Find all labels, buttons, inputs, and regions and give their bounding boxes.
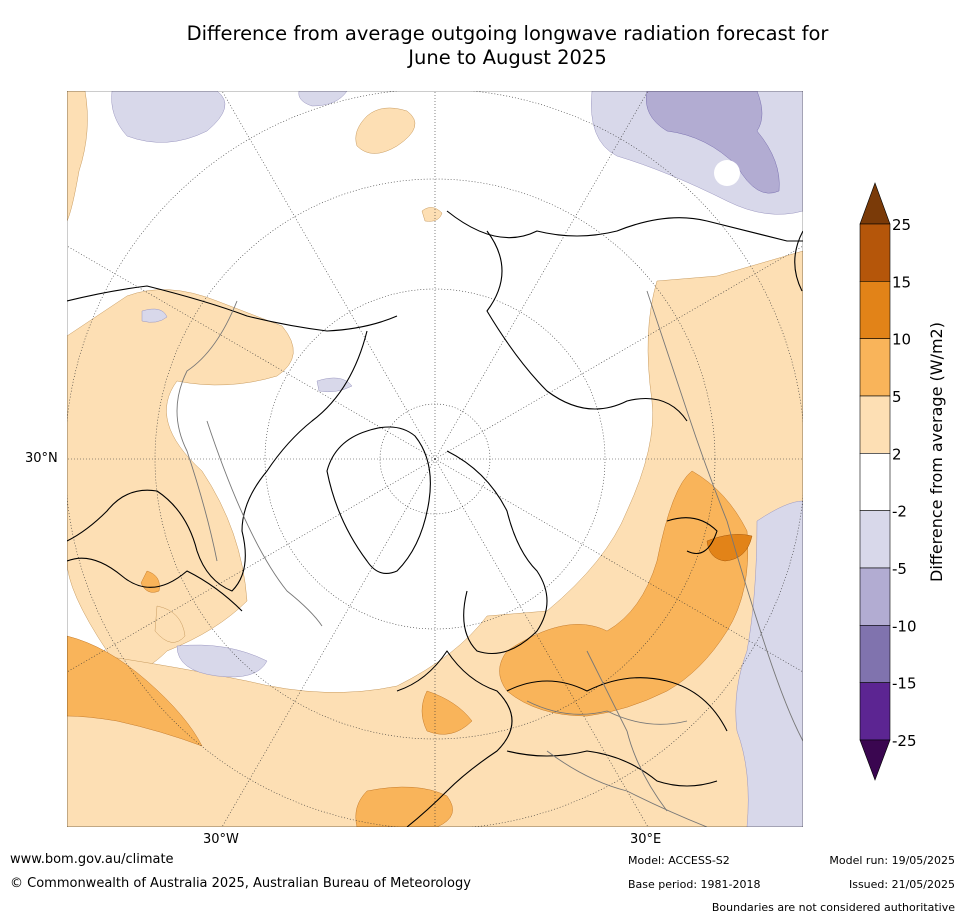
colorbar-tick-label: 10 xyxy=(892,331,911,349)
colorbar: 25 15 10 5 2 -2 -5 -10 -15 -25 Difference from av… xyxy=(859,182,946,781)
colorbar-cell xyxy=(859,510,891,569)
graticule xyxy=(67,91,803,827)
borders xyxy=(176,290,803,827)
colorbar-tick-label: 5 xyxy=(892,388,902,406)
colorbar-cell xyxy=(859,281,891,339)
colorbar-cell xyxy=(859,567,891,626)
anomaly-minus-5-to-minus-10 xyxy=(645,91,780,194)
colorbar-tick-label: -15 xyxy=(892,675,917,693)
lon-label-30w: 30°W xyxy=(203,832,239,847)
colorbar-extend-top xyxy=(859,182,891,225)
lon-label-30e: 30°E xyxy=(630,832,662,847)
colorbar-tick-label: 2 xyxy=(892,445,902,463)
colorbar-tick-label: -5 xyxy=(892,560,907,578)
colorbar-cell xyxy=(859,682,891,741)
footer-model-run: Model run: 19/05/2025 xyxy=(829,854,955,867)
title-line-2: June to August 2025 xyxy=(408,46,607,69)
footer-issued: Issued: 21/05/2025 xyxy=(848,878,955,891)
colorbar-tick-label: 25 xyxy=(892,216,911,234)
footer-model: Model: ACCESS-S2 xyxy=(628,854,730,867)
polar-map xyxy=(67,91,803,827)
colorbar-tick-label: -2 xyxy=(892,503,907,521)
colorbar-tick-label: -25 xyxy=(892,732,917,750)
colorbar-cell xyxy=(859,395,891,454)
coastlines xyxy=(67,210,803,827)
lat-label-30n: 30°N xyxy=(25,451,58,466)
colorbar-tick-label: -10 xyxy=(892,617,917,635)
title-line-1: Difference from average outgoing longwav… xyxy=(186,22,829,45)
footer-copyright: © Commonwealth of Australia 2025, Austra… xyxy=(10,876,471,891)
footer-base-period: Base period: 1981-2018 xyxy=(628,878,761,891)
footer-website[interactable]: www.bom.gov.au/climate xyxy=(10,852,174,867)
anomaly-white-hole xyxy=(714,160,740,186)
colorbar-tick-label: 15 xyxy=(892,273,911,291)
colorbar-label: Difference from average (W/m2) xyxy=(927,322,946,582)
colorbar-extend-bottom xyxy=(859,739,891,781)
colorbar-cell xyxy=(859,338,891,397)
footer-disclaimer: Boundaries are not considered authoritat… xyxy=(711,901,955,914)
colorbar-cell xyxy=(859,453,891,511)
map-title: Difference from average outgoing longwav… xyxy=(60,22,955,70)
colorbar-cell xyxy=(859,625,891,683)
anomaly-5-to-10 xyxy=(67,470,749,827)
colorbar-cell xyxy=(859,223,891,282)
